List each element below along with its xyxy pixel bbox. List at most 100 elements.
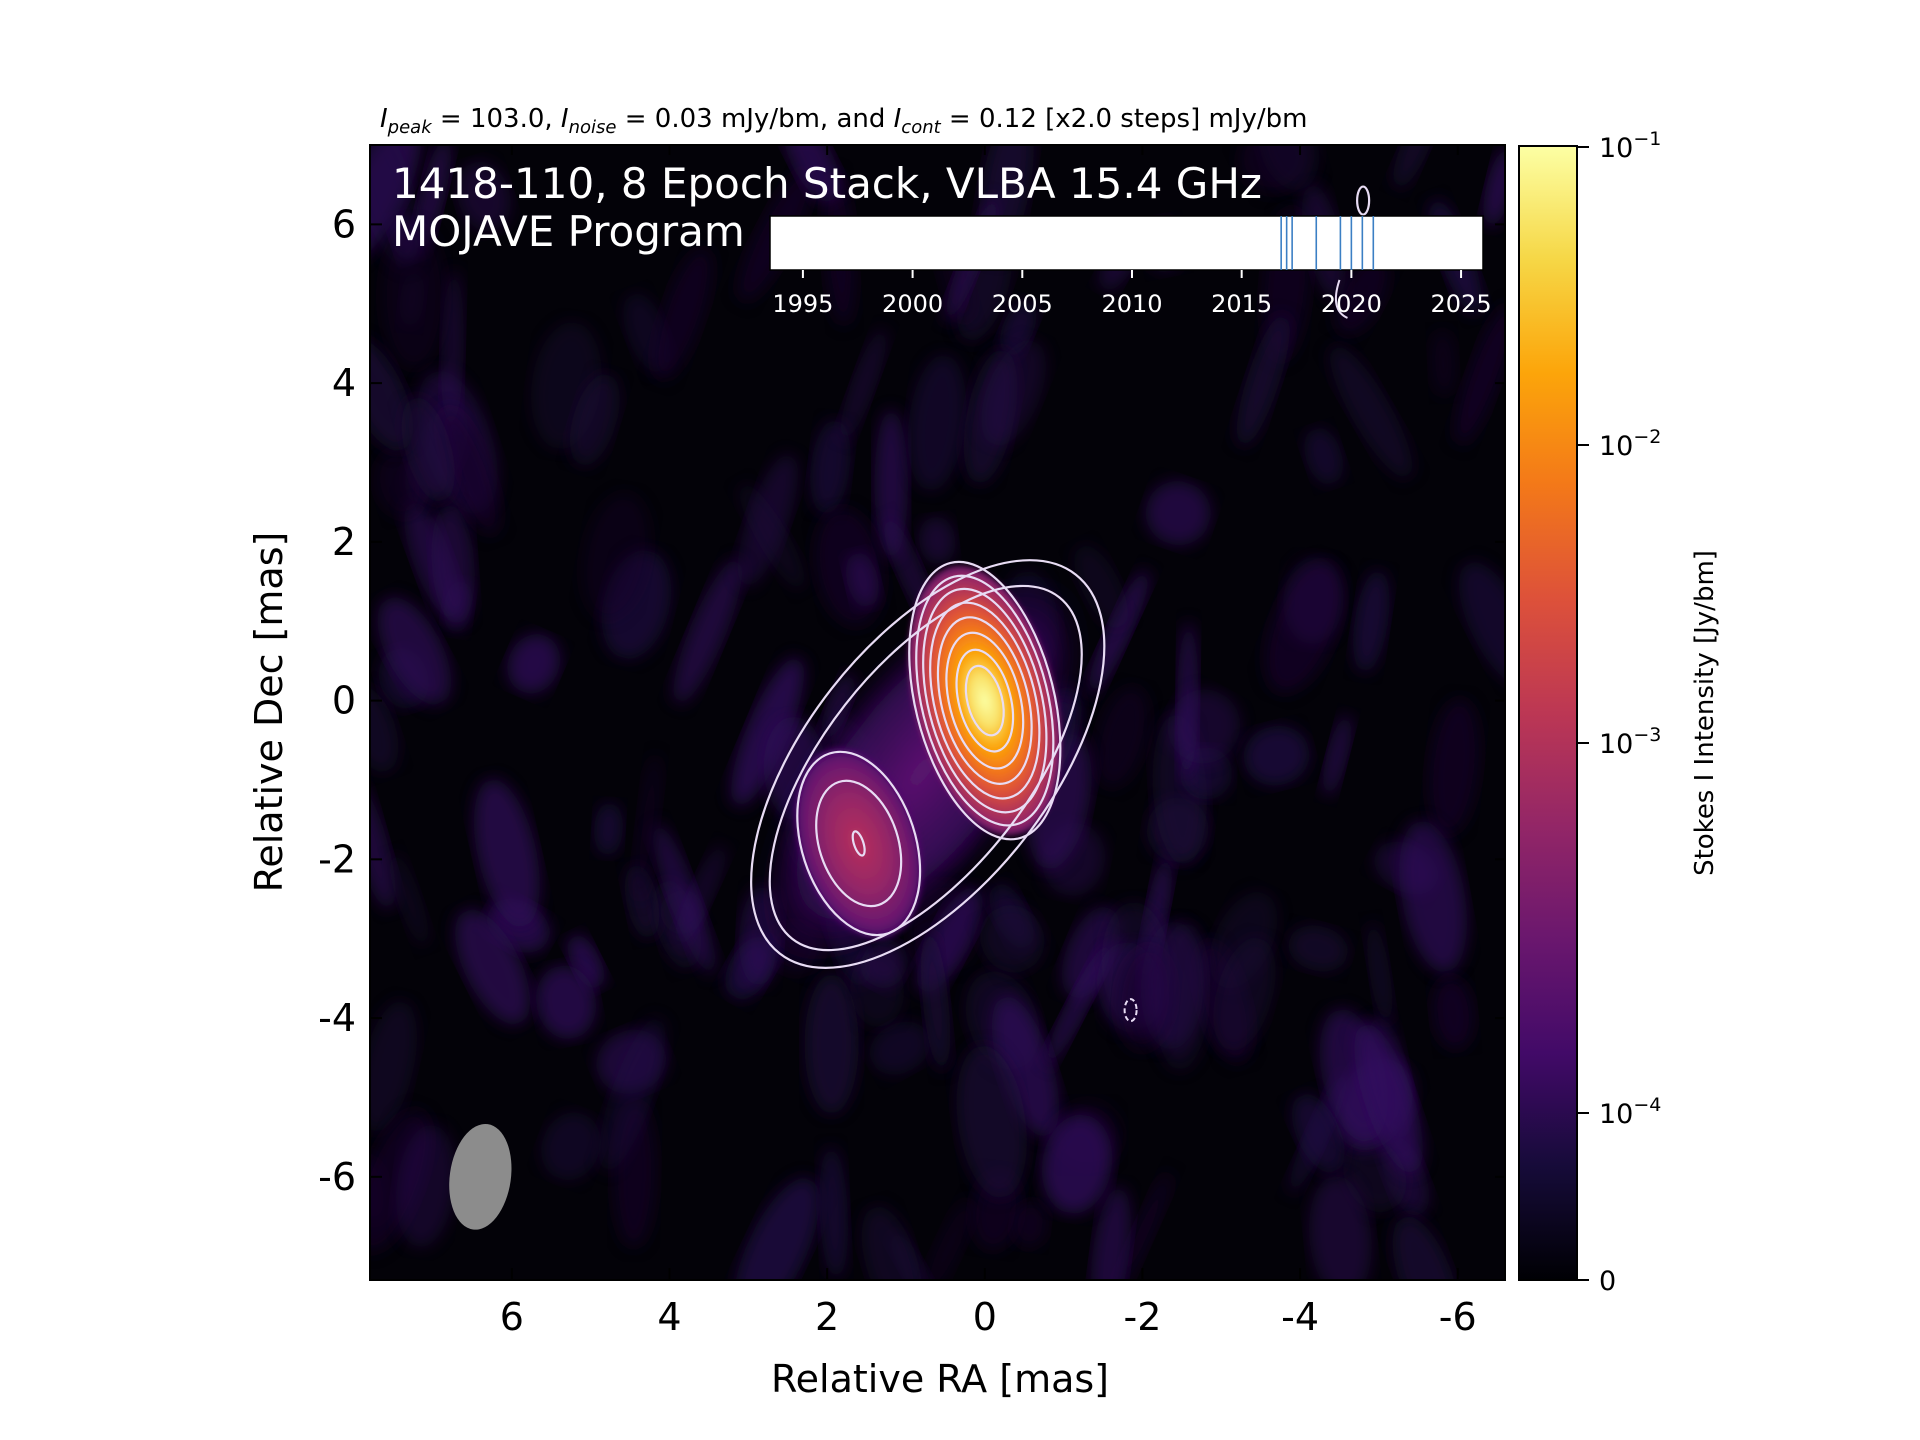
outer-contour: [768, 584, 1083, 952]
y-tick-label: 4: [332, 361, 356, 405]
epoch-timeline: 1995 2000 2005 2010 2015 2020 2025: [769, 215, 1492, 318]
y-axis-ticks: -6 -4 -2 0 2 4 6: [318, 202, 1505, 1199]
noise-patch: [1167, 689, 1240, 764]
noise-patch: [441, 269, 464, 432]
noise-patch: [1354, 1023, 1423, 1174]
noise-patch: [582, 493, 651, 620]
noise-patch: [810, 419, 851, 515]
noise-patch: [1292, 1093, 1345, 1173]
noise-patch: [673, 558, 743, 704]
noise-patch: [821, 673, 855, 741]
colorbar-ticks: 0 10−4 10−3 10−2 10−1: [1577, 128, 1661, 1297]
noise-patch: [923, 1198, 975, 1280]
core-contour: [908, 560, 1062, 841]
noise-patch: [1429, 328, 1457, 398]
noise-patch: [1393, 145, 1438, 189]
noise-patch: [734, 1177, 820, 1280]
epoch-markers: [1280, 216, 1375, 270]
noise-patch: [869, 1021, 931, 1075]
core-contour: [945, 631, 1025, 770]
noise-patch: [1454, 303, 1505, 446]
noise-patch: [594, 802, 623, 856]
noise-contour: [1334, 279, 1348, 319]
program-title: MOJAVE Program: [392, 207, 745, 256]
noise-patch: [1094, 686, 1150, 789]
noise-patch: [783, 145, 840, 202]
noise-patch: [1113, 1171, 1172, 1280]
noise-patch: [541, 1112, 601, 1181]
noise-patch: [992, 996, 1059, 1137]
jet-contour: [851, 830, 866, 857]
colorbar-tick-label: 0: [1599, 1266, 1616, 1297]
noise-patch: [633, 753, 662, 904]
noise-patch: [1213, 937, 1276, 1052]
map-frame: [369, 144, 1506, 1281]
epoch-tick-label: 2005: [992, 290, 1053, 318]
noise-patch: [413, 145, 451, 254]
y-tick-label: -2: [318, 837, 356, 881]
colorbar-label: Stokes I Intensity [Jy/bm]: [1690, 550, 1720, 876]
colorbar-gradient: [1518, 145, 1578, 1281]
noise-patch: [1141, 921, 1204, 1050]
noise-patch: [370, 685, 399, 773]
colorbar-tick-label: 10−2: [1599, 426, 1661, 462]
noise-patch: [569, 373, 620, 466]
noise-patch: [918, 516, 956, 565]
noise-patch: [731, 657, 804, 806]
noise-patch: [846, 552, 879, 608]
noise-patch: [739, 483, 805, 590]
epoch-tick-label: 2020: [1321, 290, 1382, 318]
core-contour: [922, 587, 1048, 814]
y-tick-label: 2: [332, 520, 356, 564]
noise-patch: [389, 852, 429, 947]
x-tick-label: -6: [1439, 1295, 1477, 1339]
noise-patch: [567, 934, 605, 989]
noise-patch: [455, 909, 531, 1025]
noise-patch: [1431, 976, 1475, 1050]
noise-patch: [861, 1206, 922, 1280]
noise-patch: [370, 337, 414, 452]
noise-patch: [599, 1017, 666, 1172]
colorbar-tick-label: 10−1: [1599, 128, 1661, 164]
noise-patch: [674, 845, 726, 948]
noise-patch: [1042, 1114, 1113, 1214]
noise-patch: [1012, 1200, 1049, 1249]
y-tick-label: 6: [332, 202, 356, 246]
colorbar-tick-label: 10−4: [1599, 1094, 1661, 1130]
noise-patch: [1366, 920, 1393, 1027]
colorbar: 0 10−4 10−3 10−2 10−1 Stokes I Intensity [Jy…: [1518, 128, 1720, 1297]
core-contour: [964, 664, 1005, 737]
noise-patch: [431, 504, 475, 625]
noise-patch: [652, 823, 716, 975]
x-tick-label: 6: [500, 1295, 524, 1339]
noise-patch: [1309, 1175, 1372, 1280]
noise-patch: [1427, 698, 1481, 836]
x-tick-label: 0: [973, 1295, 997, 1339]
y-tick-label: 0: [332, 679, 356, 723]
x-tick-label: -2: [1123, 1295, 1161, 1339]
epoch-tick-label: 2015: [1211, 290, 1272, 318]
epoch-tick-label: 2000: [882, 290, 943, 318]
noise-patch: [874, 409, 908, 560]
core-contour: [936, 616, 1033, 785]
noise-patch: [1399, 820, 1467, 973]
core-contour: [915, 574, 1055, 827]
jet-component-emission: [794, 747, 923, 939]
epoch-tick-label: 2010: [1101, 290, 1162, 318]
x-tick-label: 4: [657, 1295, 681, 1339]
noise-patch: [370, 1000, 417, 1133]
noise-patch: [1288, 925, 1349, 972]
epoch-timeline-box: [769, 215, 1484, 271]
negative-contour: [1123, 998, 1138, 1023]
noise-patch: [956, 1045, 1027, 1199]
noise-patch: [507, 634, 560, 694]
noise-patch: [804, 973, 859, 1115]
noise-patch: [907, 354, 967, 491]
beam-ellipse: [449, 1123, 512, 1230]
noise-patch: [1334, 255, 1391, 336]
noise-patch: [401, 396, 455, 503]
noise-patch: [1353, 570, 1390, 673]
noise-patch: [1145, 481, 1211, 545]
noise-patch: [1236, 313, 1290, 447]
